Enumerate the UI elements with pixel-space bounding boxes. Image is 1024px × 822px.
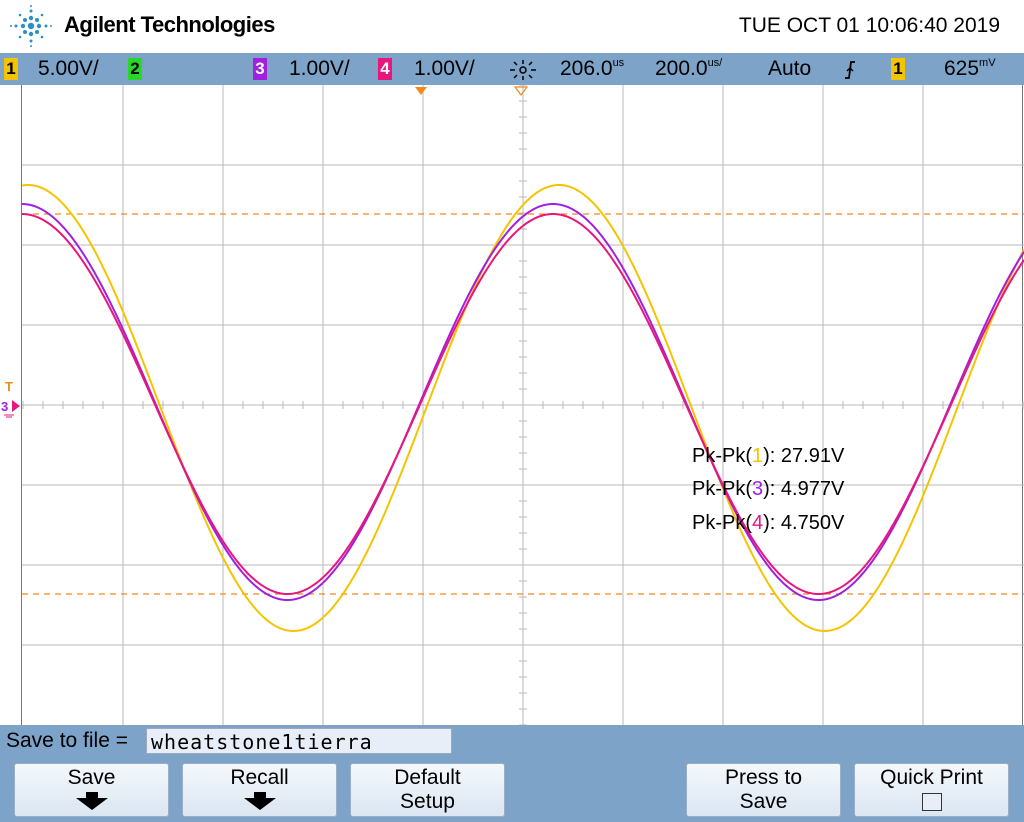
save-menu-bar: Save to file = wheatstone1tierra Save Re… xyxy=(0,725,1024,822)
press-to-save-label-line2: Save xyxy=(739,790,788,813)
arrow-down-icon xyxy=(243,792,276,810)
measurement-label: Pk-Pk( xyxy=(692,512,752,534)
time-scale: 200.0us/ xyxy=(655,57,723,80)
trigger-source-indicator: 1 xyxy=(891,58,905,80)
save-button-label: Save xyxy=(67,766,116,789)
quick-print-label: Quick Print xyxy=(880,766,983,789)
default-setup-button[interactable]: Default Setup xyxy=(350,763,505,817)
measurement-label: Pk-Pk( xyxy=(692,478,752,500)
press-to-save-label-line1: Press to xyxy=(724,766,803,789)
measurement-value: ): 27.91V xyxy=(763,445,845,467)
channel-ground-marker-icon: 3 xyxy=(1,399,20,418)
ch4-scale: 1.00V/ xyxy=(414,57,475,80)
trigger-level-marker: T xyxy=(5,379,13,394)
quick-print-button[interactable]: Quick Print xyxy=(854,763,1009,817)
checkbox-icon xyxy=(921,793,942,811)
trigger-mode: Auto xyxy=(768,57,812,80)
recall-button[interactable]: Recall xyxy=(182,763,337,817)
measurement-channel: 3 xyxy=(752,478,764,500)
header-bar: Agilent Technologies TUE OCT 01 10:06:40… xyxy=(0,0,1024,53)
measurement-ch1-pkpk: Pk-Pk(1): 27.91V xyxy=(692,445,844,468)
trigger-level: 625mV xyxy=(944,57,996,80)
default-setup-label-line2: Setup xyxy=(400,790,455,813)
measurement-value: ): 4.750V xyxy=(763,512,845,534)
ch3-scale: 1.00V/ xyxy=(289,57,350,80)
time-reference-icon xyxy=(510,60,536,80)
arrow-down-icon xyxy=(75,792,108,810)
brand-name: Agilent Technologies xyxy=(64,12,275,37)
measurement-channel: 1 xyxy=(752,445,764,467)
default-setup-label-line1: Default xyxy=(394,766,461,789)
ch4-waveform xyxy=(22,213,1024,596)
ch2-indicator[interactable]: 2 xyxy=(128,58,142,80)
waveform-canvas xyxy=(22,85,1024,725)
ch1-scale: 5.00V/ xyxy=(38,57,99,80)
press-to-save-button[interactable]: Press to Save xyxy=(686,763,841,817)
save-to-file-label: Save to file = xyxy=(6,729,128,752)
ch3-indicator[interactable]: 3 xyxy=(253,58,267,80)
rising-edge-trigger-icon xyxy=(845,61,855,79)
time-reference-marker-icon xyxy=(513,86,529,96)
filename-input[interactable]: wheatstone1tierra xyxy=(146,728,452,754)
trigger-position-marker-icon xyxy=(415,87,427,95)
agilent-spark-logo-icon xyxy=(10,5,52,47)
ch1-indicator[interactable]: 1 xyxy=(4,58,18,80)
measurement-channel: 4 xyxy=(752,512,764,534)
graticule-grid xyxy=(22,85,1024,725)
waveform-display xyxy=(21,85,1024,725)
measurement-ch3-pkpk: Pk-Pk(3): 4.977V xyxy=(692,478,844,501)
measurement-label: Pk-Pk( xyxy=(692,445,752,467)
recall-button-label: Recall xyxy=(230,766,289,789)
measurement-value: ): 4.977V xyxy=(763,478,845,500)
date-time-readout: TUE OCT 01 10:06:40 2019 xyxy=(738,14,1000,37)
measurement-ch4-pkpk: Pk-Pk(4): 4.750V xyxy=(692,512,844,535)
save-button[interactable]: Save xyxy=(14,763,169,817)
ground-marker-label: 3 xyxy=(1,399,8,414)
ch4-indicator[interactable]: 4 xyxy=(378,58,392,80)
channel-status-bar: 1 5.00V/ 2 3 1.00V/ 4 1.00V/ 206.0us 200… xyxy=(0,53,1024,85)
time-delay: 206.0us xyxy=(560,57,625,80)
